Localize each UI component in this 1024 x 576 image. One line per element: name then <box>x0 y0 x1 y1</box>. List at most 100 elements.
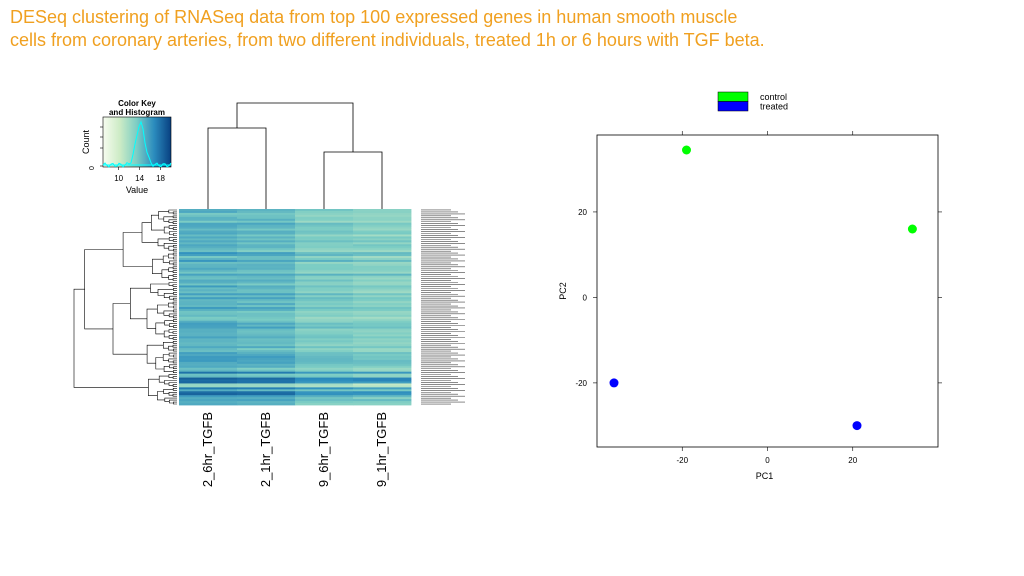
heatmap-cell <box>295 283 354 286</box>
row-dendrogram-branch <box>168 267 174 272</box>
heatmap-cell <box>237 295 296 298</box>
heatmap-cell <box>179 273 238 277</box>
heatmap-cell <box>179 346 238 349</box>
heatmap-cell <box>179 299 238 302</box>
heatmap-cell <box>295 340 354 343</box>
heatmap-cell <box>237 285 296 288</box>
heatmap-cell <box>295 269 354 273</box>
heatmap-cell <box>353 371 412 375</box>
heatmap-cell <box>353 316 412 320</box>
heatmap-cell <box>179 256 238 259</box>
heatmap-cell <box>353 395 412 398</box>
heatmap-cell <box>353 222 412 226</box>
row-dendrogram-branch <box>84 249 124 330</box>
heatmap-cell <box>295 212 354 216</box>
heatmap-cell <box>353 403 412 406</box>
heatmap-cell <box>237 277 296 280</box>
heatmap-cell <box>353 283 412 286</box>
heatmap-cell <box>237 287 296 290</box>
heatmap-cell <box>179 267 238 271</box>
heatmap-cell <box>237 289 296 292</box>
heatmap-cell <box>295 316 354 320</box>
heatmap-cell <box>353 324 412 327</box>
heatmap-cell <box>295 395 354 398</box>
heatmap-cell <box>353 212 412 216</box>
heatmap-cell <box>179 275 238 278</box>
heatmap-cell <box>179 220 238 224</box>
heatmap-cell <box>237 248 296 251</box>
heatmap-cell <box>295 209 354 212</box>
row-dendrogram-branch <box>172 337 177 340</box>
heatmap-cell <box>295 348 354 351</box>
heatmap-cell <box>237 258 296 261</box>
heatmap-cell <box>179 238 238 241</box>
heatmap-cell <box>237 367 296 371</box>
heatmap-cell <box>295 326 354 329</box>
heatmap-cell <box>237 275 296 278</box>
row-dendrogram-branch <box>163 293 174 298</box>
heatmap-cell <box>353 387 412 390</box>
heatmap-cell <box>295 312 354 316</box>
heatmap-cell <box>179 332 238 335</box>
heatmap-cell <box>295 216 354 220</box>
heatmap-cell <box>295 403 354 406</box>
pca-legend-swatch-treated <box>717 101 749 112</box>
heatmap-cell <box>353 259 412 263</box>
color-key-title: and Histogram <box>109 108 165 117</box>
row-dendrogram-branch <box>168 345 174 351</box>
heatmap-cell <box>353 379 412 382</box>
color-key-x-tick-label: 18 <box>156 174 165 183</box>
heatmap-cell <box>237 232 296 235</box>
heatmap-cell <box>237 340 296 343</box>
heatmap-cell <box>353 359 412 363</box>
color-key-x-tick-label: 10 <box>114 174 123 183</box>
heatmap-cell <box>179 316 238 320</box>
heatmap-cell <box>179 301 238 304</box>
color-key-gradient <box>102 116 172 168</box>
heatmap-cell <box>179 307 238 310</box>
heatmap-cell <box>179 310 238 314</box>
heatmap-cell <box>237 350 296 353</box>
row-dendrogram-branch <box>168 358 177 363</box>
heatmap-cell <box>295 352 354 355</box>
heatmap-cell <box>237 369 296 373</box>
heatmap-cell <box>179 269 238 273</box>
heatmap-cell <box>237 256 296 259</box>
row-dendrogram-branch <box>155 357 165 370</box>
heatmap-cell <box>237 318 296 322</box>
heatmap-cell <box>237 357 296 361</box>
row-dendrogram-branch <box>172 284 177 287</box>
heatmap-cell <box>295 285 354 288</box>
heatmap-cell <box>237 336 296 339</box>
heatmap-cell <box>179 387 238 390</box>
heatmap-cell <box>237 234 296 237</box>
heatmap-cell <box>237 261 296 265</box>
heatmap-cell <box>179 246 238 249</box>
heatmap-cell <box>179 352 238 355</box>
heatmap-cell <box>353 269 412 273</box>
heatmap-cell <box>237 391 296 394</box>
heatmap-cell <box>237 220 296 224</box>
heatmap-cell <box>237 342 296 345</box>
heatmap-cell <box>237 281 296 284</box>
heatmap-cell <box>353 252 412 255</box>
heatmap-cell <box>179 293 238 296</box>
heatmap-cell <box>237 210 296 214</box>
heatmap-cell <box>295 254 354 257</box>
heatmap-cell <box>179 338 238 341</box>
heatmap-cell <box>179 295 238 298</box>
row-dendrogram-branch <box>173 305 177 309</box>
heatmap-cell <box>179 328 238 331</box>
heatmap-cell <box>353 399 412 402</box>
heatmap-cell <box>179 236 238 239</box>
heatmap-cell <box>179 289 238 292</box>
heatmap-cell <box>179 314 238 318</box>
row-dendrogram-branch <box>163 389 174 394</box>
pca-x-label: PC1 <box>756 471 774 481</box>
heatmap-cell <box>237 214 296 218</box>
pca-x-tick-label: 0 <box>765 456 770 465</box>
row-dendrogram-branch <box>172 376 177 379</box>
heatmap-cell <box>179 303 238 306</box>
pca-y-tick-label: -20 <box>575 379 587 388</box>
